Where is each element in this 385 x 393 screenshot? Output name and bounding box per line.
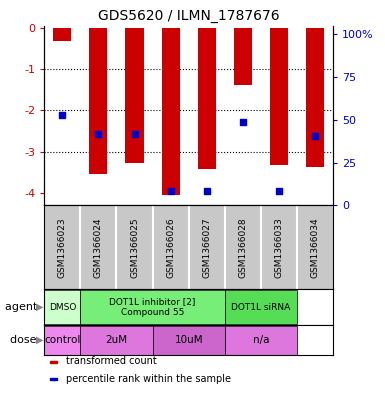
Text: agent: agent bbox=[5, 302, 40, 312]
Text: DOT1L siRNA: DOT1L siRNA bbox=[231, 303, 290, 312]
Point bbox=[95, 131, 102, 137]
Bar bbox=[80, 326, 152, 354]
Text: percentile rank within the sample: percentile rank within the sample bbox=[66, 374, 231, 384]
Text: 10uM: 10uM bbox=[174, 335, 203, 345]
Title: GDS5620 / ILMN_1787676: GDS5620 / ILMN_1787676 bbox=[98, 9, 280, 23]
Text: GSM1366033: GSM1366033 bbox=[275, 217, 283, 278]
Text: DMSO: DMSO bbox=[49, 303, 76, 312]
Point bbox=[240, 119, 246, 125]
Point bbox=[276, 188, 282, 194]
Point bbox=[131, 131, 137, 137]
Bar bbox=[152, 326, 225, 354]
Point bbox=[167, 188, 174, 194]
Text: ▶: ▶ bbox=[36, 302, 44, 312]
Bar bbox=[162, 28, 180, 195]
Text: control: control bbox=[44, 335, 80, 345]
Bar bbox=[270, 28, 288, 165]
Bar bbox=[44, 290, 80, 325]
Text: GSM1366028: GSM1366028 bbox=[238, 217, 247, 277]
Point bbox=[312, 133, 318, 139]
Text: GSM1366024: GSM1366024 bbox=[94, 217, 103, 277]
Text: GSM1366026: GSM1366026 bbox=[166, 217, 175, 277]
Text: transformed count: transformed count bbox=[66, 356, 157, 366]
Text: GSM1366034: GSM1366034 bbox=[310, 217, 320, 277]
Point bbox=[204, 188, 210, 194]
Text: GSM1366027: GSM1366027 bbox=[202, 217, 211, 277]
Bar bbox=[225, 326, 297, 354]
Bar bbox=[234, 28, 252, 84]
Bar bbox=[198, 28, 216, 169]
Bar bbox=[126, 28, 144, 163]
Text: ▶: ▶ bbox=[36, 335, 44, 345]
Text: GSM1366023: GSM1366023 bbox=[58, 217, 67, 277]
Text: DOT1L inhibitor [2]
Compound 55: DOT1L inhibitor [2] Compound 55 bbox=[109, 298, 196, 317]
Text: GSM1366025: GSM1366025 bbox=[130, 217, 139, 277]
Text: 2uM: 2uM bbox=[105, 335, 127, 345]
Text: dose: dose bbox=[10, 335, 40, 345]
Bar bbox=[306, 28, 324, 167]
Bar bbox=[89, 28, 107, 174]
Bar bbox=[44, 326, 80, 354]
Bar bbox=[53, 28, 71, 41]
Bar bbox=[80, 290, 225, 325]
Bar bbox=[50, 360, 57, 363]
Point bbox=[59, 112, 65, 118]
Bar bbox=[225, 290, 297, 325]
Text: n/a: n/a bbox=[253, 335, 269, 345]
Bar bbox=[50, 378, 57, 380]
